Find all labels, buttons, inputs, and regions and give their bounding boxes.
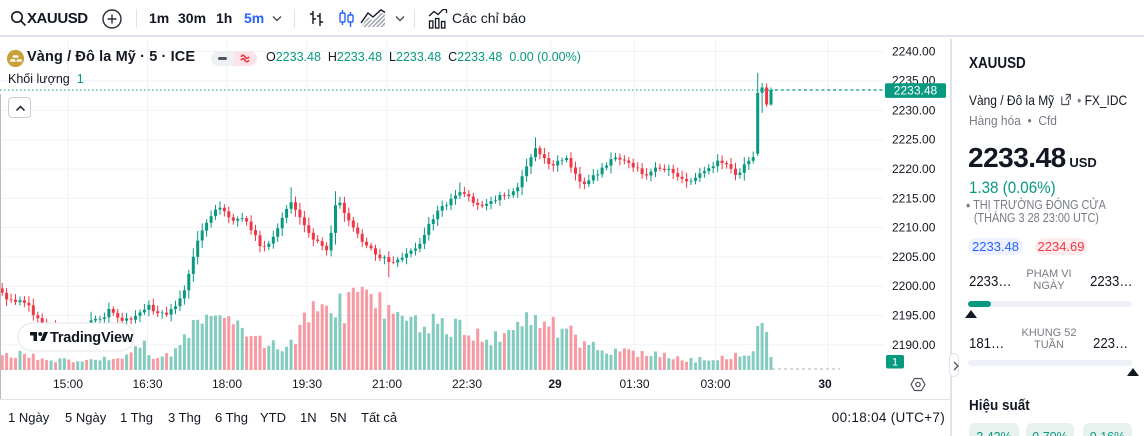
svg-text:19:30: 19:30 bbox=[292, 377, 322, 391]
svg-text:18:00: 18:00 bbox=[212, 377, 242, 391]
svg-text:2230.00: 2230.00 bbox=[892, 103, 936, 117]
svg-text:2240.00: 2240.00 bbox=[892, 44, 936, 58]
svg-text:2195.00: 2195.00 bbox=[892, 309, 936, 323]
svg-text:30: 30 bbox=[818, 377, 832, 391]
svg-text:01:30: 01:30 bbox=[619, 377, 649, 391]
svg-text:2205.00: 2205.00 bbox=[892, 250, 936, 264]
svg-text:16:30: 16:30 bbox=[132, 377, 162, 391]
svg-text:TradingView: TradingView bbox=[50, 330, 134, 346]
svg-text:03:00: 03:00 bbox=[700, 377, 730, 391]
svg-text:15:00: 15:00 bbox=[53, 377, 83, 391]
svg-text:2190.00: 2190.00 bbox=[892, 338, 936, 352]
svg-text:29: 29 bbox=[548, 377, 562, 391]
svg-text:2225.00: 2225.00 bbox=[892, 133, 936, 147]
svg-text:2233.48: 2233.48 bbox=[894, 84, 938, 98]
svg-text:2220.00: 2220.00 bbox=[892, 162, 936, 176]
svg-text:2215.00: 2215.00 bbox=[892, 191, 936, 205]
svg-text:22:30: 22:30 bbox=[452, 377, 482, 391]
svg-text:2210.00: 2210.00 bbox=[892, 221, 936, 235]
svg-text:1: 1 bbox=[892, 357, 898, 369]
svg-text:2200.00: 2200.00 bbox=[892, 279, 936, 293]
svg-text:21:00: 21:00 bbox=[372, 377, 402, 391]
